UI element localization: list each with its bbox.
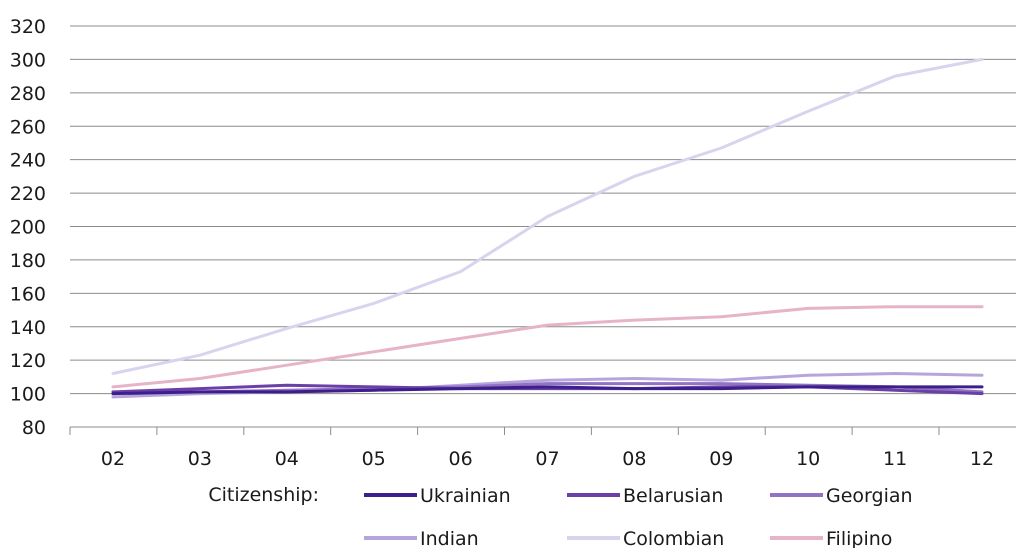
x-tick-label: 08 (622, 448, 646, 470)
x-tick-label: 10 (796, 448, 820, 470)
x-tick-label: 11 (883, 448, 907, 470)
x-tick-label: 09 (709, 448, 733, 470)
legend-label: Georgian (826, 485, 913, 507)
y-tick-label: 80 (22, 417, 46, 439)
y-tick-label: 160 (10, 283, 46, 305)
legend-item: Georgian (770, 485, 913, 507)
legend-item: Ukrainian (364, 485, 511, 507)
y-tick-label: 300 (10, 49, 46, 71)
x-tick-label: 04 (275, 448, 299, 470)
y-tick-label: 320 (10, 16, 46, 38)
x-tick-label: 06 (449, 448, 473, 470)
y-tick-label: 120 (10, 350, 46, 372)
legend-label: Filipino (826, 528, 892, 548)
x-tick-label: 07 (535, 448, 559, 470)
legend-item: Filipino (770, 528, 892, 548)
y-tick-label: 280 (10, 83, 46, 105)
x-axis-labels: 02 03 04 05 06 07 08 09 10 11 12 (101, 448, 994, 470)
y-tick-label: 140 (10, 317, 46, 339)
x-tick-label: 05 (362, 448, 386, 470)
y-tick-label: 100 (10, 384, 46, 406)
legend-item: Belarusian (567, 485, 723, 507)
y-tick-label: 200 (10, 217, 46, 239)
y-tick-label: 180 (10, 250, 46, 272)
x-tick-label: 12 (970, 448, 994, 470)
legend: Citizenship: Ukrainian Belarusian Georgian I… (208, 484, 912, 548)
legend-label: Ukrainian (420, 485, 511, 507)
legend-item: Colombian (567, 528, 724, 548)
y-tick-label: 220 (10, 183, 46, 205)
y-tick-label: 260 (10, 116, 46, 138)
y-tick-label: 240 (10, 150, 46, 172)
gridlines (70, 26, 1016, 394)
x-tick-label: 02 (101, 448, 125, 470)
legend-label: Colombian (623, 528, 724, 548)
x-axis-ticks (70, 427, 1016, 435)
legend-item: Indian (364, 528, 479, 548)
y-axis-labels: 80 100 120 140 160 180 200 220 240 260 280 300 320 (10, 16, 46, 439)
series-lines (113, 59, 982, 397)
x-tick-label: 03 (188, 448, 212, 470)
legend-label: Indian (420, 528, 479, 548)
legend-title: Citizenship: (208, 484, 319, 506)
legend-label: Belarusian (623, 485, 723, 507)
